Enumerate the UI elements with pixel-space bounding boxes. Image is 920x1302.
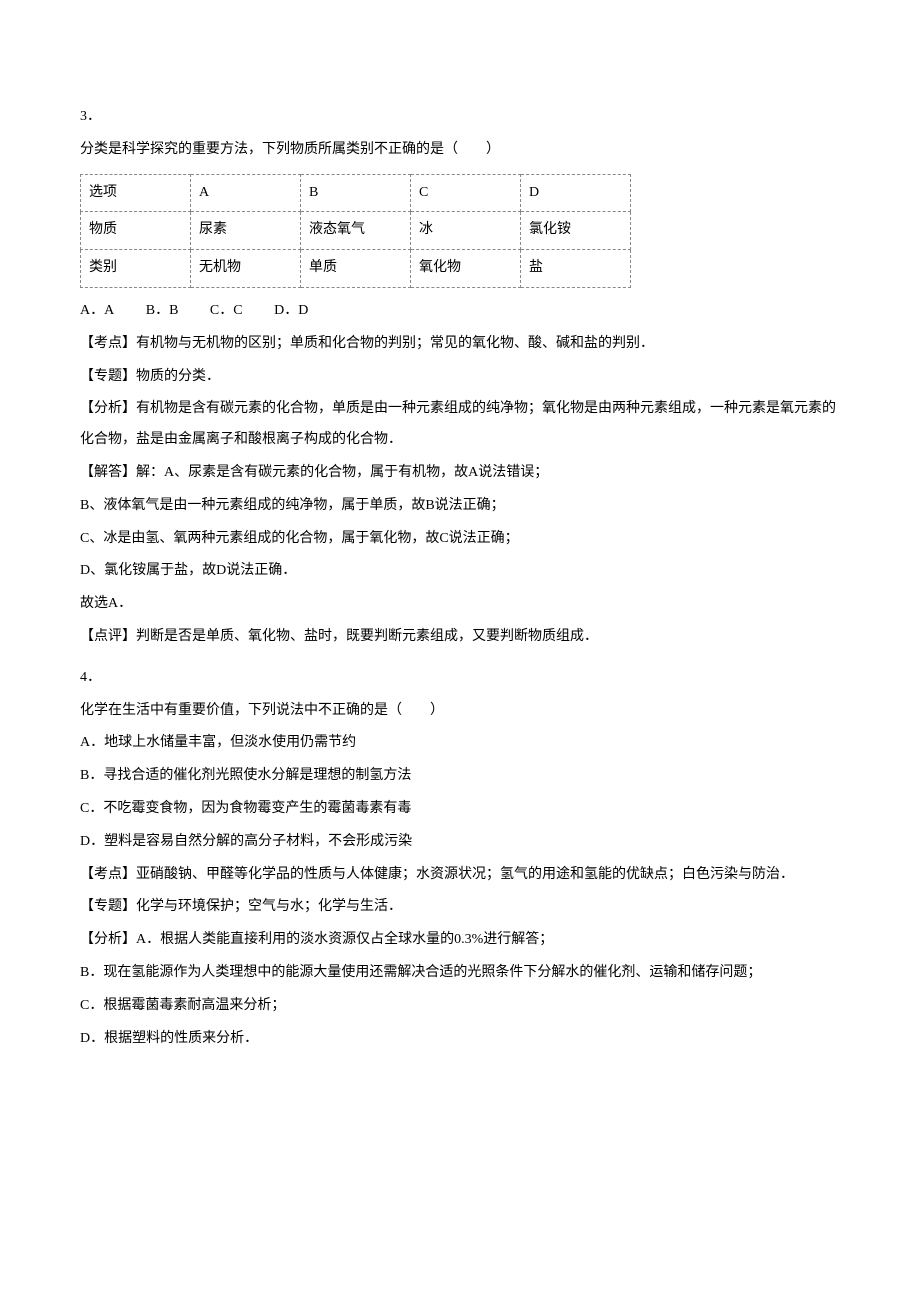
q4-fenxi-line: C．根据霉菌毒素耐高温来分析； (80, 991, 840, 1022)
q3-kaodian: 【考点】有机物与无机物的区别；单质和化合物的判别；常见的氧化物、酸、碱和盐的判别… (80, 329, 840, 360)
q3-zhuanti: 【专题】物质的分类． (80, 362, 840, 393)
table-row: 物质 尿素 液态氧气 冰 氯化铵 (81, 212, 631, 250)
option-c: C．C (210, 303, 243, 318)
q3-options: A．A B．B C．C D．D (80, 296, 840, 327)
q3-table: 选项 A B C D 物质 尿素 液态氧气 冰 氯化铵 类别 无机物 单质 氧化… (80, 174, 631, 288)
q3-jieda-intro: 【解答】解：A、尿素是含有碳元素的化合物，属于有机物，故A说法错误； (80, 458, 840, 489)
table-row: 选项 A B C D (81, 174, 631, 212)
table-cell: 单质 (301, 250, 411, 288)
q3-dianping: 【点评】判断是否是单质、氧化物、盐时，既要判断元素组成，又要判断物质组成． (80, 622, 840, 653)
q4-fenxi-intro: 【分析】A．根据人类能直接利用的淡水资源仅占全球水量的0.3%进行解答； (80, 925, 840, 956)
table-cell: A (191, 174, 301, 212)
q4-number: 4． (80, 663, 840, 694)
q3-prompt: 分类是科学探究的重要方法，下列物质所属类别不正确的是（ ） (80, 135, 840, 166)
table-cell: 盐 (521, 250, 631, 288)
table-cell: 选项 (81, 174, 191, 212)
q4-kaodian: 【考点】亚硝酸钠、甲醛等化学品的性质与人体健康；水资源状况；氢气的用途和氢能的优… (80, 860, 840, 891)
table-cell: 类别 (81, 250, 191, 288)
q4-option-d: D．塑料是容易自然分解的高分子材料，不会形成污染 (80, 827, 840, 858)
table-cell: 尿素 (191, 212, 301, 250)
q4-option-c: C．不吃霉变食物，因为食物霉变产生的霉菌毒素有毒 (80, 794, 840, 825)
q4-prompt: 化学在生活中有重要价值，下列说法中不正确的是（ ） (80, 696, 840, 727)
q4-zhuanti: 【专题】化学与环境保护；空气与水；化学与生活． (80, 892, 840, 923)
table-cell: 氧化物 (411, 250, 521, 288)
q4-fenxi-line: D．根据塑料的性质来分析． (80, 1024, 840, 1055)
question-4: 4． 化学在生活中有重要价值，下列说法中不正确的是（ ） A．地球上水储量丰富，… (80, 663, 840, 1055)
q3-jieda-line: B、液体氧气是由一种元素组成的纯净物，属于单质，故B说法正确； (80, 491, 840, 522)
table-cell: 物质 (81, 212, 191, 250)
table-cell: 无机物 (191, 250, 301, 288)
table-cell: B (301, 174, 411, 212)
q3-jieda-line: 故选A． (80, 589, 840, 620)
q3-jieda-line: C、冰是由氢、氧两种元素组成的化合物，属于氧化物，故C说法正确； (80, 524, 840, 555)
table-row: 类别 无机物 单质 氧化物 盐 (81, 250, 631, 288)
table-cell: 液态氧气 (301, 212, 411, 250)
q4-option-b: B．寻找合适的催化剂光照使水分解是理想的制氢方法 (80, 761, 840, 792)
table-cell: C (411, 174, 521, 212)
table-cell: D (521, 174, 631, 212)
q4-fenxi-line: B．现在氢能源作为人类理想中的能源大量使用还需解决合适的光照条件下分解水的催化剂… (80, 958, 840, 989)
option-b: B．B (146, 303, 179, 318)
q3-fenxi: 【分析】有机物是含有碳元素的化合物，单质是由一种元素组成的纯净物；氧化物是由两种… (80, 394, 840, 456)
table-cell: 氯化铵 (521, 212, 631, 250)
question-3: 3． 分类是科学探究的重要方法，下列物质所属类别不正确的是（ ） 选项 A B … (80, 102, 840, 653)
q3-number: 3． (80, 102, 840, 133)
option-a: A．A (80, 303, 114, 318)
q3-jieda-line: D、氯化铵属于盐，故D说法正确． (80, 556, 840, 587)
option-d: D．D (274, 303, 308, 318)
q4-option-a: A．地球上水储量丰富，但淡水使用仍需节约 (80, 728, 840, 759)
table-cell: 冰 (411, 212, 521, 250)
